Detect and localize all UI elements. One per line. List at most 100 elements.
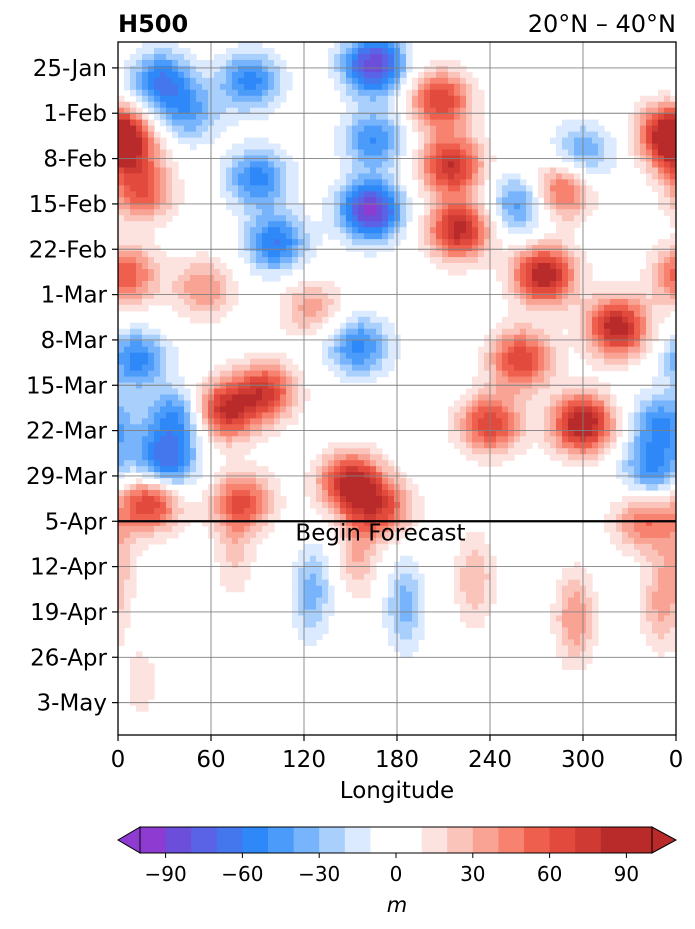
field-cell — [658, 472, 665, 479]
field-cell — [232, 47, 239, 55]
field-cell — [142, 334, 149, 342]
field-cell — [202, 394, 209, 402]
field-cell — [166, 179, 173, 186]
field-cell — [454, 555, 461, 563]
field-cell — [130, 286, 137, 294]
field-cell — [292, 376, 299, 384]
field-cell — [334, 507, 341, 515]
field-cell — [670, 424, 676, 431]
field-cell — [586, 358, 593, 366]
field-cell — [664, 161, 671, 169]
field-cell — [292, 197, 299, 204]
field-cell — [664, 424, 671, 431]
field-cell — [670, 233, 676, 240]
field-cell — [568, 418, 575, 425]
field-cell — [538, 364, 545, 372]
field-cell — [646, 394, 653, 402]
field-cell — [532, 203, 539, 210]
field-cell — [178, 286, 185, 294]
field-cell — [412, 490, 419, 497]
field-cell — [142, 233, 149, 240]
field-cell — [388, 472, 395, 479]
field-cell — [250, 269, 257, 276]
field-cell — [232, 167, 239, 175]
field-cell — [160, 215, 167, 222]
field-cell — [598, 388, 605, 396]
field-cell — [496, 448, 503, 455]
field-cell — [364, 191, 371, 198]
field-cell — [178, 400, 185, 408]
field-cell — [670, 502, 676, 509]
field-cell — [400, 561, 407, 569]
field-cell — [298, 203, 305, 210]
field-cell — [538, 340, 545, 348]
field-cell — [586, 382, 593, 390]
field-cell — [220, 119, 227, 127]
field-cell — [274, 478, 281, 485]
field-cell — [436, 107, 443, 115]
field-cell — [118, 167, 125, 175]
field-cell — [304, 484, 311, 491]
field-cell — [286, 161, 293, 169]
field-cell — [334, 340, 341, 348]
field-cell — [382, 83, 389, 91]
field-cell — [454, 137, 461, 145]
field-cell — [232, 466, 239, 473]
field-cell — [556, 418, 563, 425]
field-cell — [118, 233, 125, 240]
field-cell — [136, 125, 143, 133]
field-cell — [364, 513, 371, 521]
field-cell — [292, 328, 299, 336]
field-cell — [136, 304, 143, 312]
field-cell — [526, 328, 533, 336]
field-cell — [220, 406, 227, 413]
field-cell — [184, 394, 191, 402]
field-cell — [526, 358, 533, 366]
field-cell — [592, 448, 599, 455]
field-cell — [202, 400, 209, 408]
field-cell — [280, 370, 287, 378]
field-cell — [130, 83, 137, 91]
field-cell — [442, 215, 449, 222]
field-cell — [118, 215, 125, 222]
field-cell — [190, 454, 197, 461]
field-cell — [364, 125, 371, 133]
field-cell — [226, 47, 233, 55]
field-cell — [220, 83, 227, 91]
field-cell — [358, 507, 365, 515]
field-cell — [520, 298, 527, 306]
field-cell — [124, 113, 131, 121]
field-cell — [550, 376, 557, 384]
field-cell — [250, 490, 257, 497]
field-cell — [586, 436, 593, 443]
field-cell — [472, 567, 479, 575]
field-cell — [262, 65, 269, 73]
field-cell — [640, 418, 647, 425]
field-cell — [460, 65, 467, 73]
field-cell — [262, 233, 269, 240]
field-cell — [226, 370, 233, 378]
field-cell — [508, 340, 515, 348]
field-cell — [142, 269, 149, 276]
field-cell — [538, 251, 545, 258]
field-cell — [370, 185, 377, 192]
field-cell — [526, 418, 533, 425]
field-cell — [202, 412, 209, 419]
field-cell — [640, 507, 647, 515]
field-cell — [130, 573, 137, 581]
field-cell — [388, 107, 395, 115]
field-cell — [388, 221, 395, 228]
field-cell — [190, 502, 197, 509]
field-cell — [190, 466, 197, 473]
field-cell — [382, 364, 389, 372]
field-cell — [616, 364, 623, 372]
field-cell — [442, 191, 449, 198]
field-cell — [478, 143, 485, 151]
field-cell — [250, 531, 257, 539]
field-cell — [610, 358, 617, 366]
field-cell — [226, 412, 233, 419]
field-cell — [574, 191, 581, 198]
field-cell — [664, 466, 671, 473]
field-cell — [658, 245, 665, 252]
field-cell — [118, 525, 125, 533]
